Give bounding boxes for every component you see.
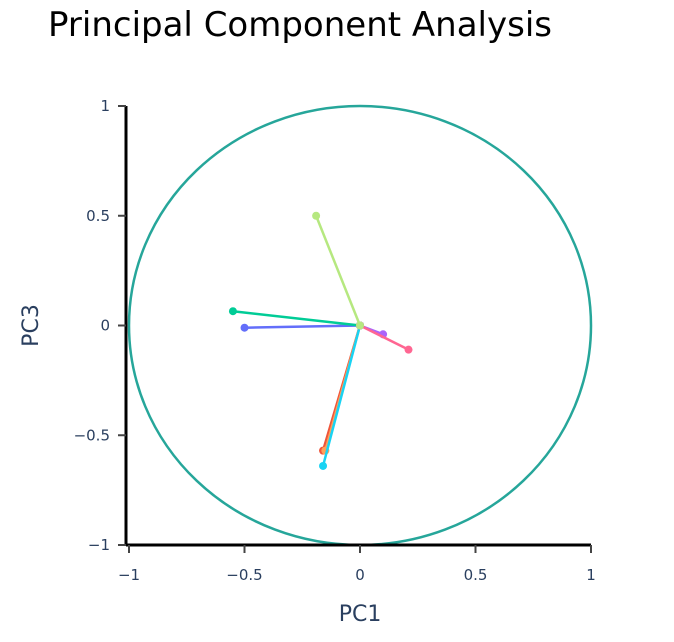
- y-tick-label: 0: [100, 317, 110, 335]
- axes-layer: [118, 105, 592, 553]
- vector-line: [358, 324, 410, 351]
- x-axis-title: PC1: [339, 602, 382, 627]
- x-tick-label: 0.5: [464, 566, 488, 584]
- x-tick-label: 0: [355, 566, 365, 584]
- vector-line: [231, 309, 362, 327]
- tick-labels-layer: −1 −0.5 0 0.5 1 1 0.5 0 −0.5 −1: [74, 97, 596, 584]
- x-tick-label: −1: [118, 566, 140, 584]
- loading-point[interactable]: [240, 323, 249, 332]
- y-tick-label: −1: [88, 536, 110, 554]
- chart-title: Principal Component Analysis: [48, 5, 552, 45]
- y-tick-label: 0.5: [86, 207, 110, 225]
- loading-point[interactable]: [404, 345, 413, 354]
- origin-point[interactable]: [356, 321, 364, 330]
- y-tick-label: −0.5: [74, 426, 110, 444]
- loading-vector-8: [312, 211, 364, 330]
- y-axis-title: PC3: [19, 304, 44, 347]
- x-tick-label: −0.5: [226, 566, 262, 584]
- loading-point[interactable]: [312, 211, 321, 220]
- vector-line: [314, 214, 362, 327]
- loading-point[interactable]: [228, 307, 237, 316]
- loading-point[interactable]: [319, 461, 328, 470]
- series-layer: [228, 211, 413, 470]
- vector-line: [321, 324, 362, 468]
- y-tick-label: 1: [100, 97, 110, 115]
- vector-line: [243, 324, 362, 329]
- x-tick-label: 1: [586, 566, 596, 584]
